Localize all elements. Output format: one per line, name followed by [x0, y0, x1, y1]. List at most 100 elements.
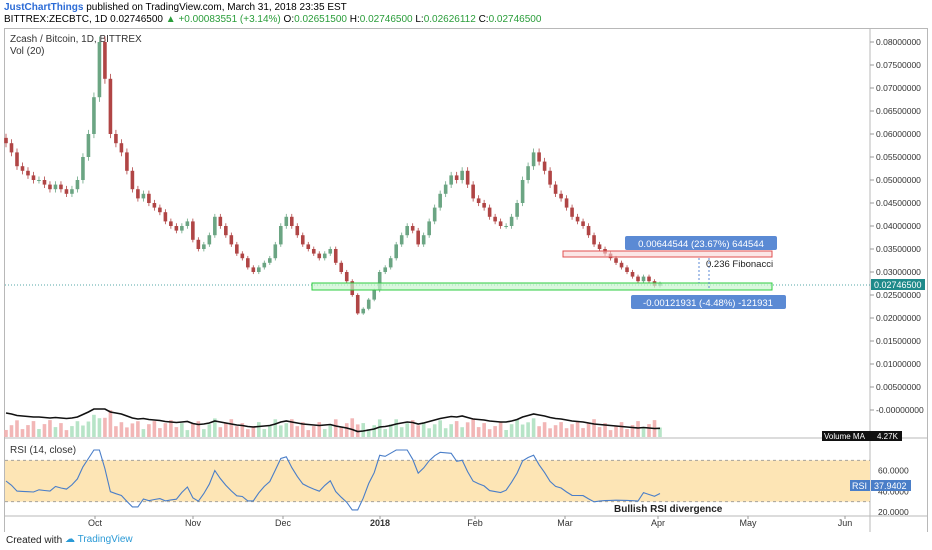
time-tick-label: 2018: [370, 518, 390, 528]
candle-body: [257, 267, 261, 272]
volume-bar: [273, 419, 278, 437]
candle-body: [487, 207, 492, 217]
volume-bar: [125, 427, 129, 437]
candle-body: [394, 244, 399, 259]
candle-body: [460, 170, 464, 180]
down-measure-box[interactable]: [631, 295, 786, 309]
candle-body: [147, 193, 151, 203]
time-tick-label: May: [739, 518, 757, 528]
volume-bar: [427, 428, 431, 437]
volume-bar: [603, 423, 607, 437]
volume-bar: [213, 418, 217, 437]
candle-body: [410, 226, 415, 231]
candle-body: [180, 226, 184, 231]
volume-bar: [59, 423, 63, 437]
volume-bar: [169, 420, 173, 437]
rsi-name-tag-text: RSI: [852, 481, 867, 491]
volume-bar: [81, 425, 85, 437]
last-price-tag-text: 0.02746500: [874, 280, 922, 290]
rsi-legend: RSI (14, close): [10, 445, 76, 456]
candle-body: [333, 249, 338, 263]
candle-body: [9, 143, 14, 153]
volume-bar: [608, 430, 613, 437]
volume-bar: [289, 419, 294, 437]
candle-body: [97, 42, 102, 98]
volume-legend: Vol (20): [10, 46, 44, 57]
volume-bar: [636, 421, 640, 437]
price-tick-label: 0.04000000: [876, 221, 921, 231]
volume-bar: [97, 418, 102, 437]
candle-body: [504, 226, 508, 227]
time-tick-label: Dec: [275, 518, 292, 528]
candle-body: [185, 221, 190, 226]
author-link[interactable]: JustChartThings: [4, 2, 84, 13]
volume-bar: [311, 426, 316, 437]
price-tick-label: 0.02500000: [876, 290, 921, 300]
candle-body: [224, 226, 228, 236]
volume-bars: [4, 410, 662, 437]
rsi-value-tag-text: 37.9402: [874, 481, 907, 491]
volume-bar: [53, 427, 58, 437]
candle-body: [328, 249, 333, 254]
candle-body: [202, 244, 206, 249]
ohlc-line: BITTREX:ZECBTC, 1D 0.02746500 ▲ +0.00083…: [4, 14, 541, 25]
tradingview-brand: TradingView: [77, 534, 133, 545]
volume-bar: [460, 427, 464, 437]
volume-bar: [471, 418, 475, 437]
volume-bar: [4, 429, 8, 437]
price-tick-label: 0.07000000: [876, 83, 921, 93]
candle-body: [169, 221, 173, 226]
up-measure-box[interactable]: [625, 236, 777, 250]
time-axis[interactable]: Oct Nov Dec 2018 Feb Mar Apr May Jun: [88, 516, 852, 528]
rsi-tick-label: 60.0000: [878, 466, 909, 476]
volume-bar: [432, 424, 437, 437]
volume-bar: [48, 420, 52, 437]
volume-ma-value-tag: [874, 431, 902, 441]
support-zone[interactable]: [311, 282, 773, 291]
created-with-text: Created with: [6, 535, 63, 546]
price-axis[interactable]: 0.08000000 0.07500000 0.07000000 0.06500000…: [870, 37, 924, 415]
candle-body: [53, 184, 58, 190]
volume-bar: [515, 419, 519, 437]
volume-bar: [449, 424, 453, 437]
volume-bar: [647, 424, 651, 437]
resistance-zone[interactable]: [562, 250, 773, 258]
rsi-axis[interactable]: 60.0000 40.0000 20.0000: [878, 466, 909, 517]
footer: Created with ☁ TradingView: [0, 532, 932, 550]
volume-bar: [570, 424, 574, 437]
candle-body: [509, 216, 514, 226]
volume-bar: [185, 430, 190, 437]
candle-body: [399, 235, 404, 245]
volume-bar: [20, 429, 25, 437]
price-chart[interactable]: Zcash / Bitcoin, 1D, BITTREX Vol (20) RS…: [0, 0, 932, 532]
volume-bar: [64, 430, 69, 437]
down-measure-label: -0.00121931 (-4.48%) -121931: [643, 298, 773, 309]
up-measure-label: 0.00644544 (23.67%) 644544: [638, 239, 764, 250]
price-tick-label: 0.03500000: [876, 244, 921, 254]
tradingview-logo[interactable]: ☁ TradingView: [65, 534, 133, 545]
volume-bar: [377, 419, 382, 437]
candle-body: [432, 207, 437, 222]
volume-bar: [37, 429, 41, 437]
volume-bar: [229, 419, 234, 437]
rsi-tick-label: 20.0000: [878, 507, 909, 517]
volume-bar: [114, 426, 118, 437]
volume-bar: [180, 423, 184, 437]
candle-body: [81, 157, 85, 180]
volume-bar: [476, 427, 481, 437]
candle-body: [641, 276, 646, 282]
candle-body: [86, 134, 91, 157]
volume-bar: [92, 414, 96, 437]
volume-bar: [284, 423, 289, 437]
publish-line: JustChartThings published on TradingView…: [4, 2, 347, 13]
candle-body: [48, 184, 52, 190]
candle-body: [377, 272, 382, 291]
candle-body: [493, 216, 497, 222]
volume-bar: [658, 427, 662, 437]
candle-body: [141, 193, 146, 199]
candle-body: [586, 226, 591, 236]
candle-body: [64, 189, 69, 194]
volume-bar: [322, 429, 327, 437]
volume-bar: [372, 425, 377, 437]
time-tick-label: Jun: [838, 518, 853, 528]
